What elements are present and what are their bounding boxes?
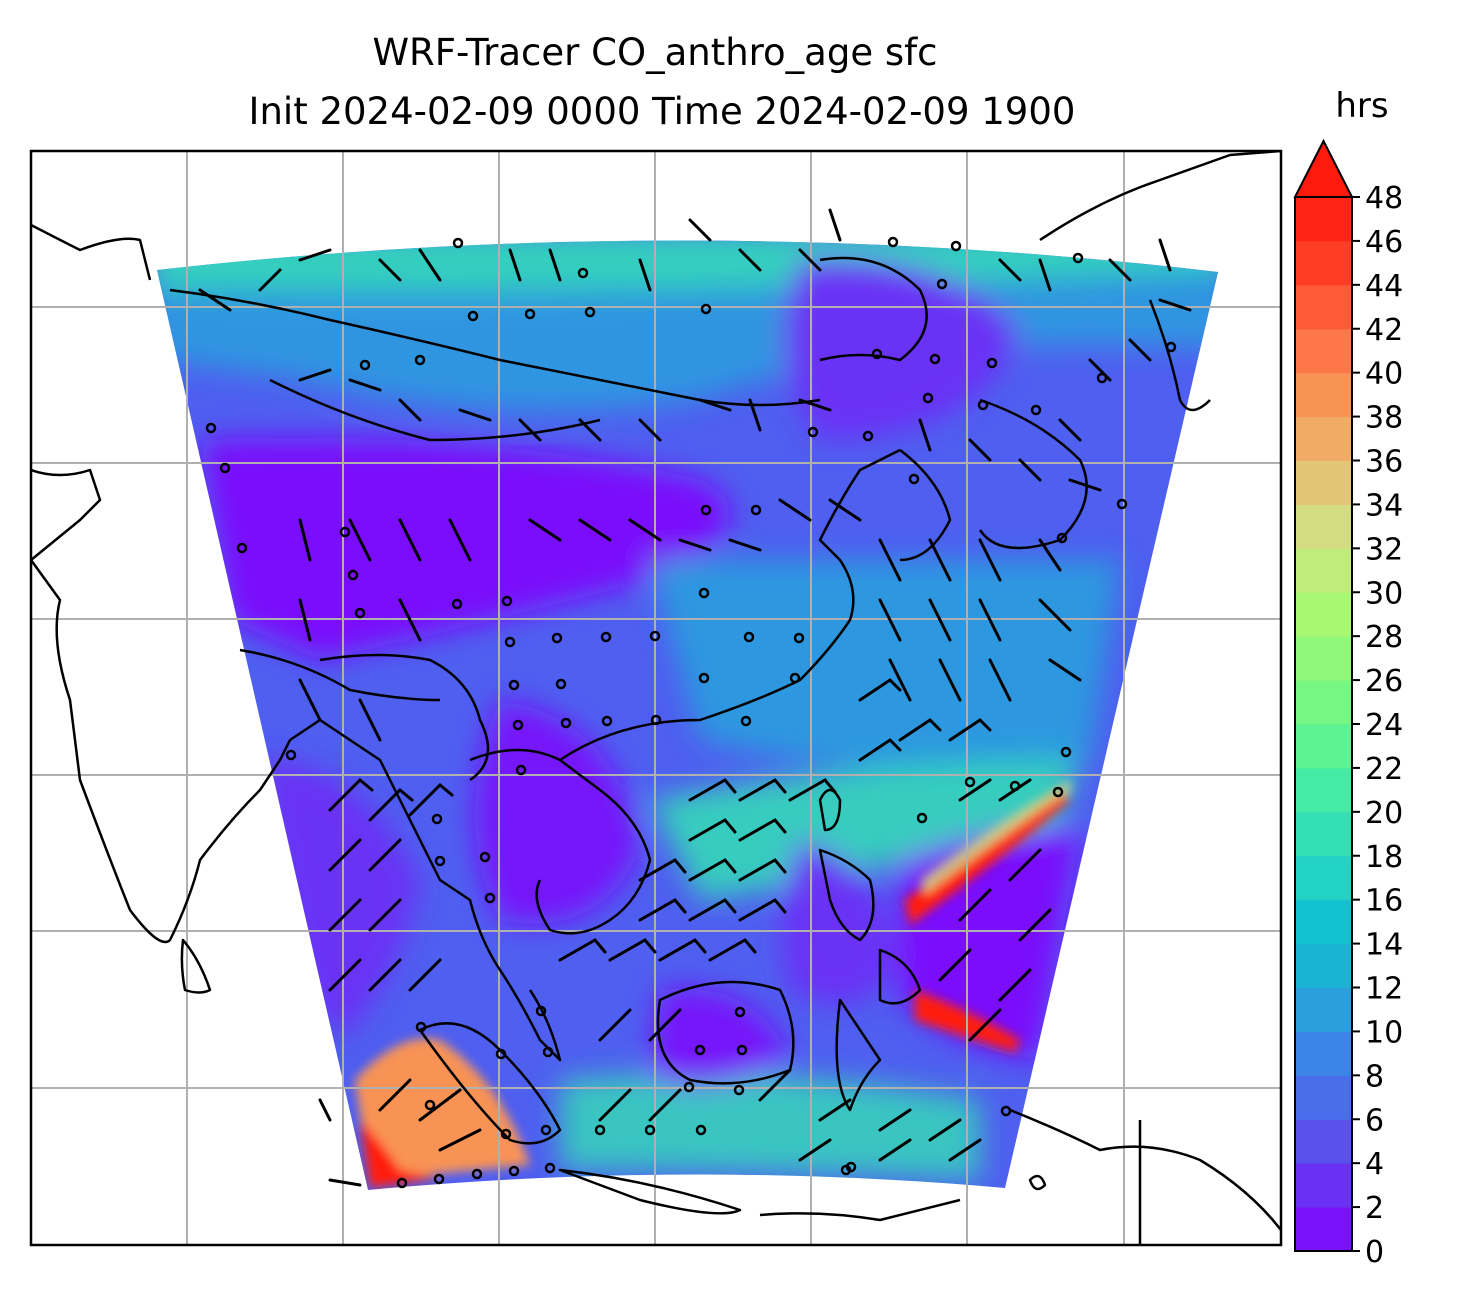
coast-sri-lanka <box>180 938 212 994</box>
colorbar-segment <box>1295 1119 1352 1164</box>
colorbar-segment <box>1295 240 1352 286</box>
colorbar-tick-label: 40 <box>1365 357 1403 392</box>
colorbar-tick-label: 2 <box>1365 1191 1384 1226</box>
colorbar-tick-label: 16 <box>1365 884 1403 919</box>
colorbar-tick-label: 32 <box>1365 532 1403 567</box>
colorbar-segment <box>1295 855 1352 901</box>
colorbar-segment <box>1295 284 1352 330</box>
colorbar-unit-label: hrs <box>1335 86 1388 126</box>
colorbar-segment <box>1295 987 1352 1032</box>
coast-china-interior-border <box>169 288 821 407</box>
colorbar-segment <box>1295 592 1352 637</box>
colorbar-segment <box>1295 416 1352 461</box>
coast-timor <box>1028 1174 1047 1191</box>
field-red-pacific-front <box>905 790 1070 925</box>
colorbar-segment <box>1295 1075 1352 1120</box>
coast-java <box>558 1168 742 1215</box>
coast-luzon <box>818 848 875 942</box>
field-yellow-front <box>920 780 1072 895</box>
tracer-field <box>157 240 1218 1190</box>
coast-caspian <box>31 223 152 281</box>
colorbar-tick-label: 46 <box>1365 225 1403 260</box>
field-borneo-low <box>650 988 790 1087</box>
colorbar-tick-label: 18 <box>1365 840 1403 875</box>
coast-japan <box>978 398 1088 550</box>
colorbar-segment <box>1295 1031 1352 1076</box>
coast-tibet-border <box>269 378 601 442</box>
colorbar-tick-label: 30 <box>1365 576 1403 611</box>
colorbar-tick-label: 36 <box>1365 445 1403 480</box>
calm-markers <box>205 236 1177 1189</box>
coastlines <box>31 151 1281 1245</box>
colorbar-segment <box>1295 548 1352 593</box>
field-orange-sumatra <box>355 1038 530 1180</box>
coast-new-guinea <box>1009 1108 1281 1231</box>
colorbar-segment <box>1295 767 1352 813</box>
coast-mindanao <box>878 948 922 1005</box>
coast-nepal-border <box>239 648 441 702</box>
colorbar-segment <box>1295 460 1352 505</box>
colorbar-tick-label: 12 <box>1365 972 1403 1007</box>
field-java-cyan <box>560 1073 980 1180</box>
colorbar-tick-label: 22 <box>1365 752 1403 787</box>
field-scs-cyan <box>650 760 1080 900</box>
colorbar-segment <box>1295 724 1352 769</box>
colorbar-tick-label: 0 <box>1365 1235 1384 1270</box>
coast-taiwan <box>818 788 842 832</box>
coast-russia-north <box>1039 151 1281 242</box>
coast-korea <box>899 449 952 562</box>
colorbar-tick-label: 42 <box>1365 313 1403 348</box>
coast-bay-east <box>289 718 502 971</box>
coast-myanmar-border <box>319 653 490 782</box>
colorbar-tick-label: 44 <box>1365 269 1403 304</box>
colorbar-tick-label: 26 <box>1365 664 1403 699</box>
colorbar-tick-label: 14 <box>1365 928 1403 963</box>
colorbar-ticks: 0246810121416182022242628303234363840424… <box>1352 181 1403 1270</box>
coast-sulawesi <box>835 998 882 1112</box>
coast-sumatra <box>418 1022 562 1145</box>
field-mongolia-low <box>784 258 1020 440</box>
coast-sakhalin <box>1148 299 1211 412</box>
colorbar-tick-label: 6 <box>1365 1103 1384 1138</box>
colorbar-tick-label: 10 <box>1365 1015 1403 1050</box>
colorbar-tick-label: 48 <box>1365 181 1403 216</box>
colorbar-extend-arrow <box>1293 138 1354 198</box>
colorbar-segment <box>1295 680 1352 725</box>
colorbar-segment <box>1295 328 1352 374</box>
colorbar-tick-label: 38 <box>1365 401 1403 436</box>
title-line-1: WRF-Tracer CO_anthro_age sfc <box>372 31 937 74</box>
coast-malay-peninsula <box>498 969 562 1062</box>
map-axes <box>31 151 1281 1245</box>
colorbar-tick-label: 20 <box>1365 796 1403 831</box>
map-frame <box>29 149 1283 1247</box>
colorbar <box>1293 138 1354 1252</box>
coast-arabia-west <box>31 468 102 561</box>
colorbar-segment <box>1295 197 1352 242</box>
coast-india <box>31 559 292 944</box>
colorbar-segment <box>1295 372 1352 418</box>
coast-lesser-sunda <box>759 1198 961 1222</box>
colorbar-segment <box>1295 811 1352 857</box>
colorbar-tick-label: 24 <box>1365 708 1403 743</box>
field-china-east <box>650 560 1120 772</box>
colorbar-segment <box>1295 504 1352 549</box>
coast-indochina <box>469 748 652 935</box>
colorbar-tick-label: 34 <box>1365 488 1403 523</box>
wind-barbs <box>198 208 1192 1187</box>
colorbar-segment <box>1295 1163 1352 1208</box>
field-red-sumatra-edge <box>360 1120 440 1188</box>
colorbar-tick-label: 4 <box>1365 1147 1384 1182</box>
colorbar-segment <box>1295 943 1352 988</box>
colorbar-segment <box>1295 1207 1352 1252</box>
gridlines <box>31 151 1281 1245</box>
colorbar-tick-label: 8 <box>1365 1059 1384 1094</box>
colorbar-tick-label: 28 <box>1365 620 1403 655</box>
title-line-2: Init 2024-02-09 0000 Time 2024-02-09 190… <box>249 90 1076 133</box>
colorbar-segment <box>1295 636 1352 681</box>
colorbar-segment <box>1295 899 1352 945</box>
coast-mongolia-border <box>819 256 928 362</box>
field-indochina-low <box>475 700 640 924</box>
